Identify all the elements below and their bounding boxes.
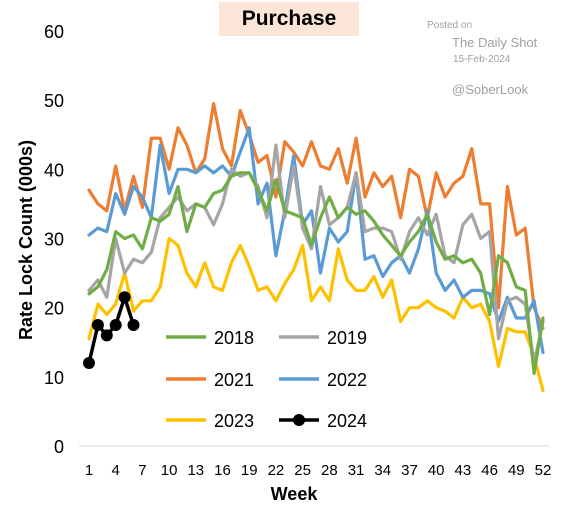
x-tick-label: 22	[268, 462, 285, 479]
legend-layer: 2018 2019 2021 2022 2023 2024	[166, 328, 367, 431]
legend-label-2024: 2024	[327, 411, 367, 431]
x-tick-label: 40	[428, 462, 445, 479]
x-tick-label: 46	[481, 462, 498, 479]
x-tick-label: 31	[348, 462, 365, 479]
y-tick-label: 0	[54, 437, 64, 457]
data-point-2024	[127, 318, 140, 331]
x-tick-label: 1	[85, 462, 93, 479]
x-tick-label: 49	[508, 462, 525, 479]
x-tick-label: 34	[374, 462, 391, 479]
series-line-2022	[87, 126, 545, 355]
series-line-2021	[87, 101, 545, 330]
legend-label-2019: 2019	[327, 328, 367, 348]
legend-label-2022: 2022	[327, 370, 367, 390]
y-axis-label: Rate Lock Count (000s)	[16, 140, 36, 340]
data-point-2024	[100, 329, 113, 342]
x-tick-label: 4	[112, 462, 120, 479]
x-tick-label: 16	[214, 462, 231, 479]
x-tick-label: 52	[535, 462, 552, 479]
watermark-handle: @SoberLook	[452, 82, 529, 97]
x-tick-label: 28	[321, 462, 338, 479]
watermark-date: 15-Feb-2024	[453, 54, 511, 65]
x-tick-label: 10	[161, 462, 178, 479]
legend-label-2018: 2018	[214, 328, 254, 348]
x-tick-label: 37	[401, 462, 418, 479]
legend-label-2023: 2023	[214, 411, 254, 431]
series-line-2019	[87, 143, 545, 365]
data-point-2024	[91, 318, 104, 331]
data-point-2024	[118, 291, 131, 304]
y-tick-label: 40	[44, 160, 64, 180]
data-point-2024	[109, 318, 122, 331]
x-tick-label: 25	[294, 462, 311, 479]
y-tick-label: 20	[44, 299, 64, 319]
y-tick-label: 60	[44, 22, 64, 42]
y-tick-label: 50	[44, 91, 64, 111]
x-tick-label: 13	[187, 462, 204, 479]
legend-label-2021: 2021	[214, 370, 254, 390]
series-layer	[83, 101, 545, 393]
chart-title: Purchase	[241, 7, 337, 30]
series-line-2018	[87, 171, 545, 375]
watermark-posted-on: Posted on	[427, 20, 473, 31]
x-tick-label: 43	[455, 462, 472, 479]
x-tick-label: 19	[241, 462, 258, 479]
chart-title-box: Purchase	[219, 2, 359, 36]
legend-marker-2024	[293, 414, 305, 426]
y-tick-label: 10	[44, 368, 64, 388]
x-tick-label: 7	[138, 462, 146, 479]
data-point-2024	[83, 357, 95, 369]
y-tick-label: 30	[44, 230, 64, 250]
watermark-source: The Daily Shot	[452, 35, 538, 50]
axes-layer: 0 10 20 30 40 50 60 1 4 7 10 13 16 19 22 25 28 31 34 37 40 43…	[44, 22, 551, 479]
x-axis-label: Week	[271, 484, 319, 504]
series-line-2023	[87, 236, 545, 393]
